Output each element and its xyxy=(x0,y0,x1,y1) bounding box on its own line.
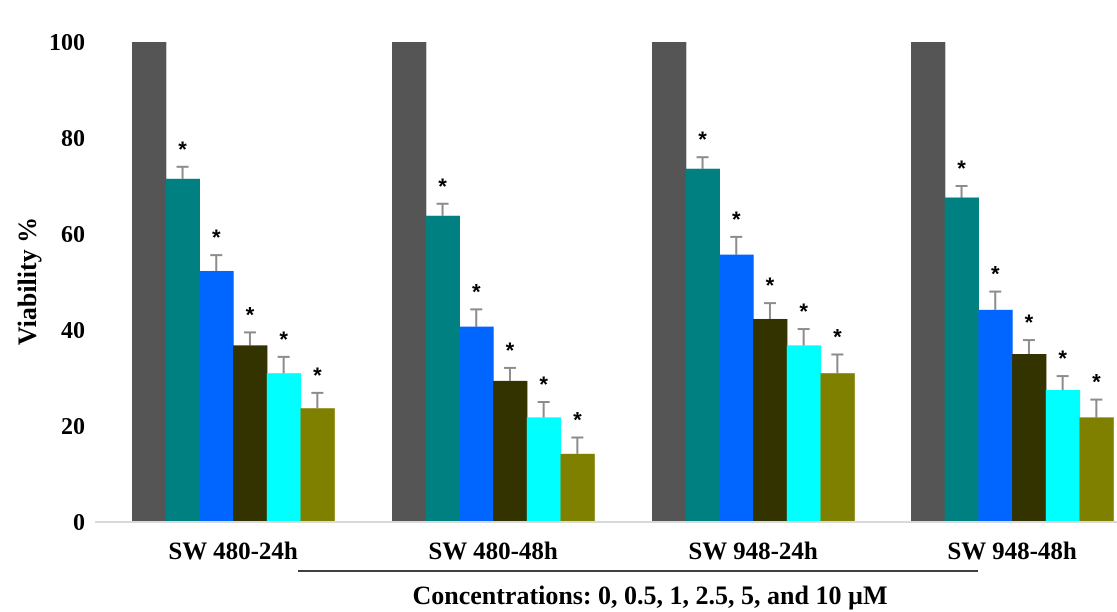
y-axis-label: Viability % xyxy=(13,217,42,345)
bar xyxy=(1045,390,1081,522)
significance-star: * xyxy=(178,137,187,162)
category-label: SW 948-24h xyxy=(688,538,818,565)
bar xyxy=(911,42,946,522)
y-tick-label: 60 xyxy=(61,222,85,248)
y-tick-label: 0 xyxy=(73,510,85,536)
bar xyxy=(233,345,268,522)
bar xyxy=(199,270,234,522)
bar xyxy=(685,168,720,522)
bar xyxy=(1079,417,1114,522)
significance-star: * xyxy=(506,338,515,363)
significance-star: * xyxy=(573,408,582,433)
category-labels: SW 480-24h SW 480-48h SW 948-24h SW 948-48h xyxy=(168,538,1077,565)
x-axis-label: Concentrations: 0, 0.5, 1, 2.5, 5, and 1… xyxy=(412,581,887,610)
bar xyxy=(165,178,200,523)
significance-star: * xyxy=(957,156,966,181)
bar xyxy=(493,380,528,522)
significance-star: * xyxy=(472,279,481,304)
y-tick-label: 100 xyxy=(49,30,85,56)
significance-star: * xyxy=(833,324,842,349)
y-tick-label: 40 xyxy=(61,318,85,344)
y-tick-label: 80 xyxy=(61,126,85,152)
bar xyxy=(978,309,1013,522)
bar xyxy=(944,197,979,522)
bar xyxy=(753,318,788,522)
category-label: SW 480-48h xyxy=(428,538,558,565)
bar xyxy=(266,373,302,522)
category-label: SW 480-24h xyxy=(168,538,298,565)
bar xyxy=(526,417,562,522)
bar xyxy=(719,254,754,522)
significance-star: * xyxy=(212,225,221,250)
significance-star: * xyxy=(246,302,255,327)
significance-star: * xyxy=(1092,370,1101,395)
significance-star: * xyxy=(766,273,775,298)
significance-star: * xyxy=(732,207,741,232)
bar xyxy=(132,42,167,522)
bar xyxy=(820,373,855,522)
significance-star: * xyxy=(313,363,322,388)
significance-star: * xyxy=(1025,310,1034,335)
bar xyxy=(560,453,595,522)
significance-star: * xyxy=(438,174,447,199)
significance-star: * xyxy=(1058,346,1067,371)
bar xyxy=(392,42,427,522)
bar xyxy=(1012,354,1047,522)
bar xyxy=(300,408,335,522)
category-label: SW 948-48h xyxy=(947,538,1077,565)
bar xyxy=(459,326,494,522)
significance-star: * xyxy=(698,127,707,152)
significance-star: * xyxy=(799,299,808,324)
significance-star: * xyxy=(279,327,288,352)
y-tick-label: 20 xyxy=(61,414,85,440)
y-axis-ticks: 0 20 40 60 80 100 xyxy=(49,30,85,536)
significance-star: * xyxy=(991,262,1000,287)
bar xyxy=(652,42,687,522)
significance-star: * xyxy=(539,372,548,397)
bars: * * * * * * * * * * * * * * * * * * * * xyxy=(132,42,1114,523)
bar xyxy=(786,345,822,522)
bar xyxy=(425,215,460,522)
